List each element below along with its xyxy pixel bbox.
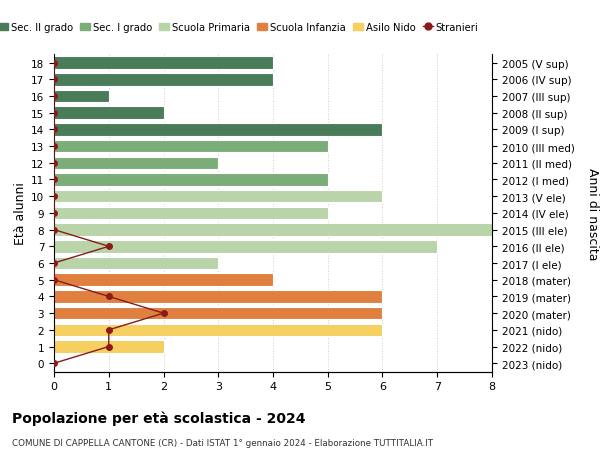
Y-axis label: Anni di nascita: Anni di nascita bbox=[586, 167, 599, 260]
Bar bbox=[54, 57, 273, 70]
Bar bbox=[54, 157, 218, 170]
Bar bbox=[54, 190, 383, 203]
Bar bbox=[54, 341, 163, 353]
Bar bbox=[54, 107, 163, 120]
Bar bbox=[54, 140, 328, 153]
Bar bbox=[54, 274, 273, 286]
Bar bbox=[54, 291, 383, 303]
Legend: Sec. II grado, Sec. I grado, Scuola Primaria, Scuola Infanzia, Asilo Nido, Stran: Sec. II grado, Sec. I grado, Scuola Prim… bbox=[0, 19, 482, 37]
Bar bbox=[54, 224, 492, 236]
Bar bbox=[54, 124, 383, 136]
Text: COMUNE DI CAPPELLA CANTONE (CR) - Dati ISTAT 1° gennaio 2024 - Elaborazione TUTT: COMUNE DI CAPPELLA CANTONE (CR) - Dati I… bbox=[12, 438, 433, 448]
Bar bbox=[54, 257, 218, 270]
Bar bbox=[54, 307, 383, 320]
Text: Popolazione per età scolastica - 2024: Popolazione per età scolastica - 2024 bbox=[12, 411, 305, 425]
Bar bbox=[54, 324, 383, 336]
Bar bbox=[54, 174, 328, 186]
Bar bbox=[54, 241, 437, 253]
Bar bbox=[54, 74, 273, 86]
Y-axis label: Età alunni: Età alunni bbox=[14, 182, 27, 245]
Bar bbox=[54, 207, 328, 220]
Bar bbox=[54, 90, 109, 103]
